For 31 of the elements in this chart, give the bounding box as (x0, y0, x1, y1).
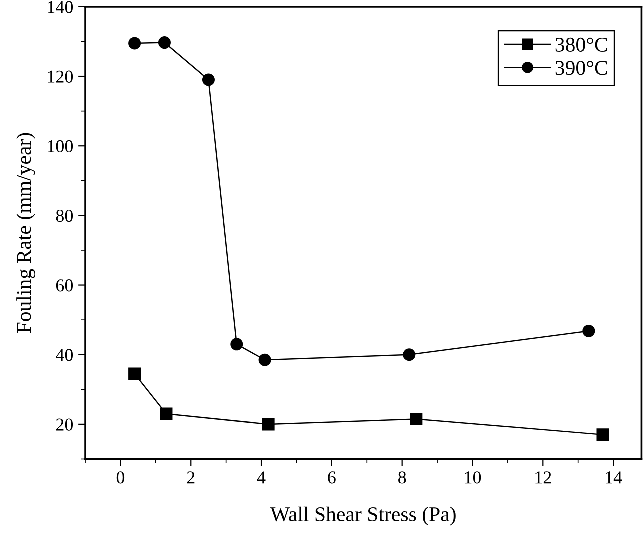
y-tick-label: 100 (48, 140, 74, 153)
y-tick-label: 20 (56, 418, 74, 431)
x-tick-label: 2 (187, 472, 195, 484)
point (128, 37, 142, 50)
point (230, 338, 244, 351)
legend-label: 380°C (556, 38, 608, 52)
x-tick-label: 14 (606, 472, 622, 484)
y-tick-label: 80 (56, 210, 74, 222)
y-axis-title: Fouling Rate (mm/year) (16, 133, 36, 334)
point (258, 354, 272, 366)
x-tick-label: 10 (465, 472, 482, 484)
point (582, 324, 596, 338)
legend-label: 390°C (556, 61, 608, 76)
y-tick-label: 140 (48, 1, 74, 14)
y-tick-label: 120 (48, 70, 74, 83)
point (410, 412, 423, 426)
point (596, 428, 610, 442)
x-axis-title: Wall Shear Stress (Pa) (270, 506, 456, 526)
point (202, 74, 215, 86)
x-tick-label: 0 (116, 472, 125, 484)
x-tick-label: 4 (257, 472, 266, 484)
point (160, 408, 173, 420)
y-tick-label: 60 (56, 280, 74, 292)
x-tick-label: 6 (328, 472, 336, 484)
point (262, 418, 275, 431)
point (158, 36, 171, 50)
x-tick-label: 12 (536, 472, 552, 484)
point (403, 348, 416, 362)
point (128, 368, 142, 380)
x-tick-label: 8 (398, 472, 406, 484)
y-tick-label: 40 (56, 349, 74, 362)
